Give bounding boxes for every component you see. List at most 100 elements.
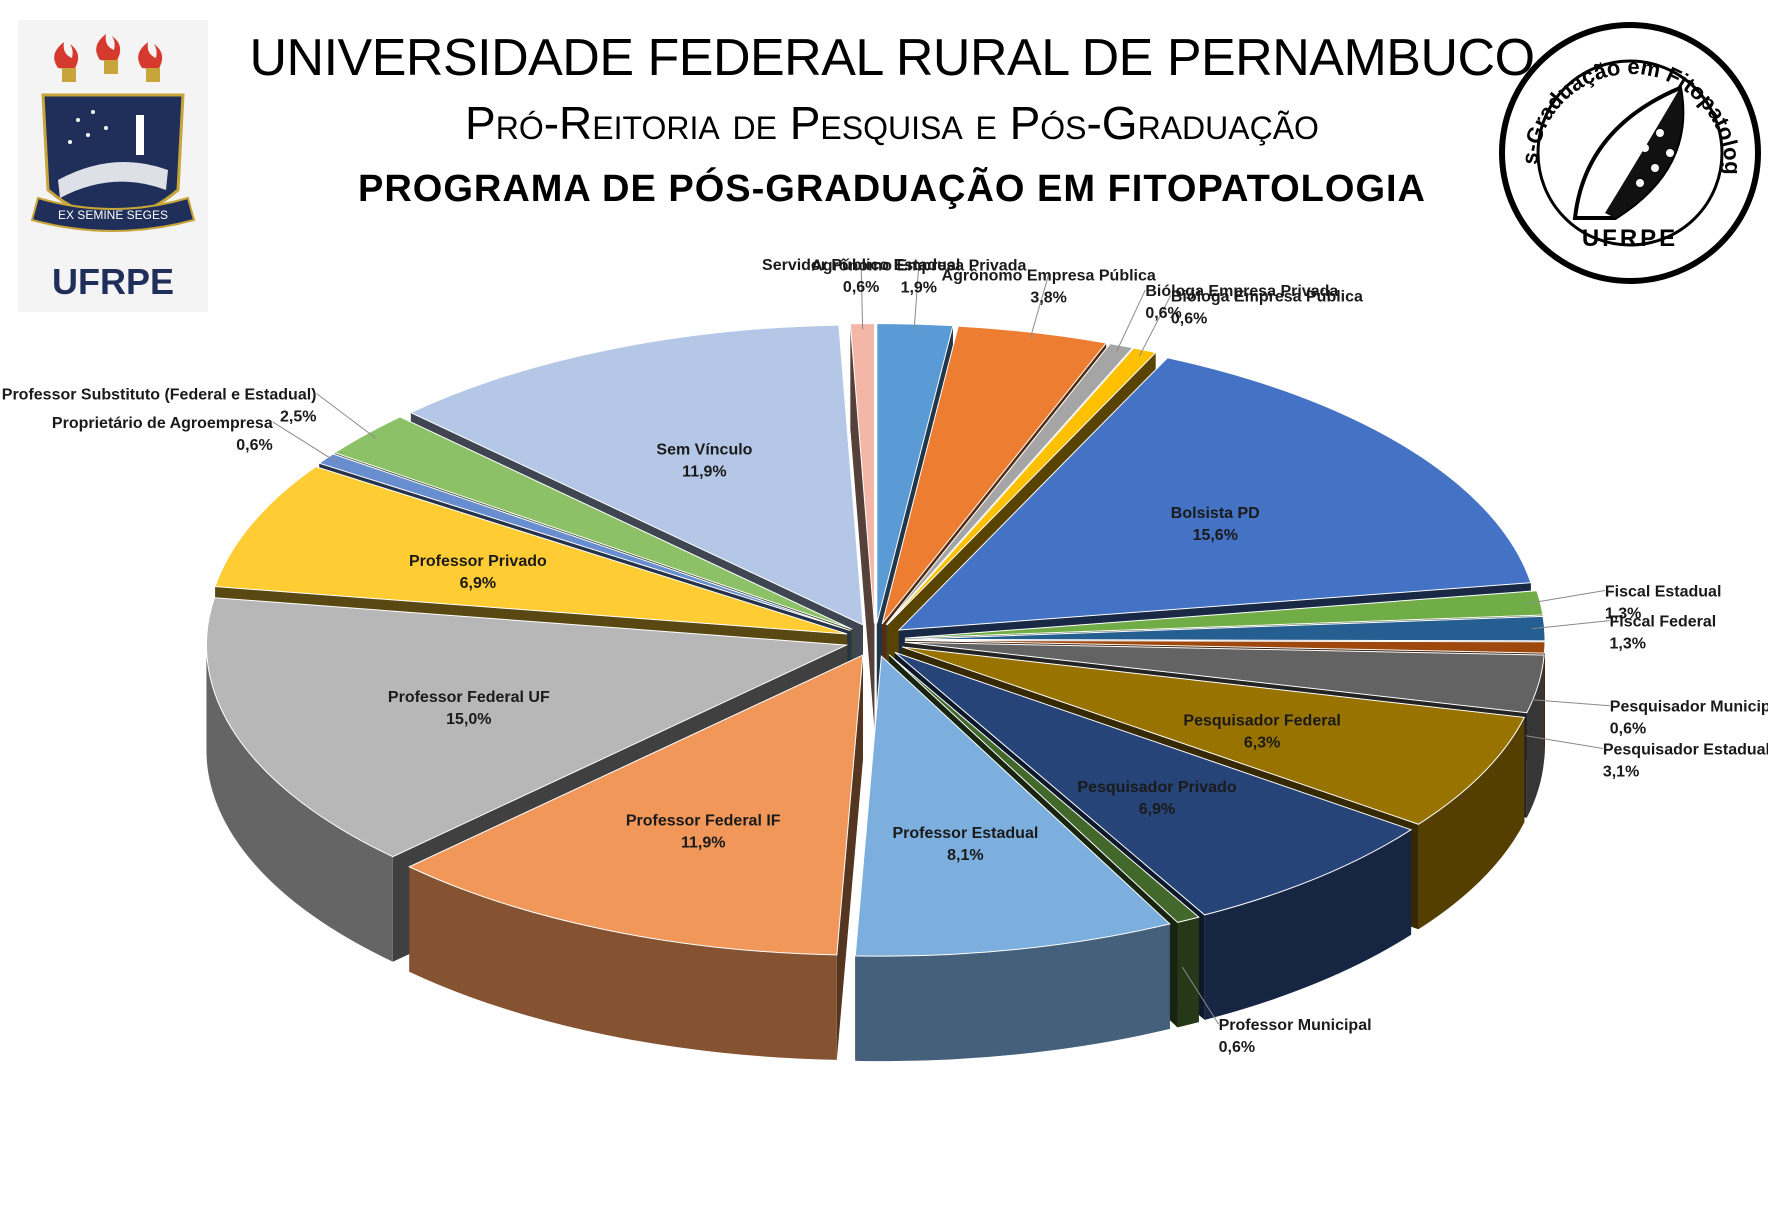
pie-slice-professor-estadual [854,655,1171,1062]
leader-line-pesquisador-municipal [1531,699,1610,707]
pie-slice-top [214,466,848,635]
slice-value-fiscal-federal: 1,3% [1610,636,1646,653]
slice-name-bolsista-pd: Bolsista PD [1171,505,1260,522]
slice-name-pesquisador-estadual: Pesquisador Estadual [1603,742,1768,759]
data-label-proprietario-de-agroempresa: Proprietário de Agroempresa 0,6% [52,415,273,454]
pie-slice-top [902,646,1526,825]
pie-slice-top [904,615,1546,642]
slice-name-professor-federal-uf: Professor Federal UF [388,689,550,706]
slice-name-fiscal-estadual: Fiscal Estadual [1605,584,1722,601]
pie-slice-wall [850,323,875,729]
slice-value-sem-vinculo: 11,9% [682,463,726,480]
ufrpe-crest-logo: EX SEMINE SEGES UFRPE [18,20,208,312]
data-label-professor-privado: Professor Privado 6,9% [409,553,547,592]
data-label-biologa-empresa-publica: Bióloga Empresa Pública 0,6% [1171,288,1363,327]
pie-slice-side [206,645,393,962]
slice-name-professor-substituto-federal-e-estadual: Professor Substituto (Federal e Estadual… [2,386,317,403]
slice-name-professor-municipal: Professor Municipal [1219,1017,1372,1034]
pie-slice-side [1526,655,1545,818]
data-label-pesquisador-federal: Pesquisador Federal 6,3% [1183,712,1340,751]
slice-name-servidor-publico-estadual: Servidor Público Estadual [762,257,960,274]
data-label-fiscal-estadual: Fiscal Estadual 1,3% [1605,584,1722,623]
slice-value-servidor-publico-estadual: 0,6% [843,279,879,296]
data-label-professor-estadual: Professor Estadual 8,1% [892,825,1038,864]
pie-slice-side [409,866,837,1060]
slice-name-professor-federal-if: Professor Federal IF [626,812,781,829]
slice-name-professor-privado: Professor Privado [409,553,547,570]
slice-name-agronomo-empresa-publica: Agrônomo Empresa Pública [942,267,1156,284]
pie-slice-side [1418,717,1525,930]
pie-slice-top [333,416,853,630]
slice-value-fiscal-estadual: 1,3% [1605,606,1641,623]
data-label-biologa-empresa-privada: Bióloga Empresa Privada 0,6% [1145,283,1338,322]
slice-value-professor-municipal: 0,6% [1219,1039,1255,1056]
pie-slice-top [904,641,1545,714]
slice-name-professor-estadual: Professor Estadual [892,825,1038,842]
data-label-pesquisador-estadual: Pesquisador Estadual 3,1% [1603,742,1768,781]
pie-slice-side [1177,917,1199,1028]
leader-line-agronomo-empresa-publica [1029,274,1050,339]
pie-slice-professor-federal-if [408,654,864,1060]
slice-value-pesquisador-federal: 6,3% [1244,734,1280,751]
slice-name-pesquisador-federal: Pesquisador Federal [1183,712,1340,729]
slice-value-agronomo-empresa-privada: 1,9% [901,280,937,297]
leader-line-professor-municipal [1181,966,1220,1025]
leader-line-agronomo-empresa-privada [913,264,920,331]
slice-name-fiscal-federal: Fiscal Federal [1610,614,1717,631]
leader-line-biologa-empresa-privada [1116,289,1146,352]
slice-name-proprietario-de-agroempresa: Proprietário de Agroempresa [52,415,273,432]
data-label-professor-municipal: Professor Municipal 0,6% [1219,1017,1372,1056]
data-label-professor-substituto-federal-e-estadual: Professor Substituto (Federal e Estadual… [2,386,317,425]
slice-value-bolsista-pd: 15,6% [1193,527,1238,544]
fitopatologia-program-logo: Pós-Graduação em Fitopatologia UFRPE [1495,18,1761,284]
pie-slice-side [1204,829,1412,1020]
pie-slice-top [881,325,1108,625]
slice-value-agronomo-empresa-publica: 3,8% [1030,289,1066,306]
data-label-agronomo-empresa-privada: Agrônomo Empresa Privada 1,9% [811,258,1026,297]
data-label-bolsista-pd: Bolsista PD 15,6% [1171,505,1260,544]
pie-slice-top [854,655,1171,957]
pie-slice-top [409,324,864,626]
leader-line-fiscal-estadual [1527,590,1605,605]
data-label-servidor-publico-estadual: Servidor Público Estadual 0,6% [762,257,960,296]
pie-slice-top [318,453,851,632]
leader-line-pesquisador-estadual [1525,735,1603,750]
slice-value-biologa-empresa-publica: 0,6% [1171,310,1207,327]
slice-value-biologa-empresa-privada: 0,6% [1145,305,1181,322]
slice-name-pesquisador-privado: Pesquisador Privado [1077,779,1236,796]
university-title: UNIVERSIDADE FEDERAL RURAL DE PERNAMBUCO [249,29,1535,87]
slice-name-pesquisador-municipal: Pesquisador Municipal [1610,699,1768,716]
pie-slice-top [904,590,1544,639]
data-label-agronomo-empresa-publica: Agrônomo Empresa Pública 3,8% [942,267,1156,306]
slice-value-professor-privado: 6,9% [460,575,496,592]
slice-name-biologa-empresa-publica: Bióloga Empresa Pública [1171,288,1363,305]
data-label-fiscal-federal: Fiscal Federal 1,3% [1610,614,1717,653]
pie-slice-side [855,923,1170,1062]
data-label-pesquisador-municipal: Pesquisador Municipal 0,6% [1610,699,1768,738]
slice-value-professor-federal-uf: 15,0% [446,711,491,728]
leader-line-professor-substituto-federal-e-estadual [316,393,376,439]
pie-slice-top [894,651,1413,916]
pie-slice-side [1544,641,1545,759]
logo-right-name: UFRPE [1582,225,1678,252]
slice-value-pesquisador-municipal: 0,6% [1610,721,1646,738]
pie-slice-top [205,597,849,858]
leader-line-biologa-empresa-publica [1139,295,1172,356]
data-label-professor-federal-uf: Professor Federal UF 15,0% [388,689,550,728]
slice-value-professor-substituto-federal-e-estadual: 2,5% [280,408,316,425]
program-title: PROGRAMA DE PÓS-GRADUAÇÃO EM FITOPATOLOG… [357,168,1427,210]
pie-slice-top [408,654,864,956]
slice-name-biologa-empresa-privada: Bióloga Empresa Privada [1145,283,1338,300]
slice-name-sem-vinculo: Sem Vínculo [656,441,752,458]
leader-line-fiscal-federal [1531,620,1610,630]
pie-slice-top [886,347,1157,626]
pro-rectory-title: Pró-Reitoria de Pesquisa e Pós-Graduação [465,97,1319,149]
crest-name: UFRPE [52,261,174,302]
slice-value-proprietario-de-agroempresa: 0,6% [236,437,272,454]
data-label-pesquisador-privado: Pesquisador Privado 6,9% [1077,779,1236,818]
leader-line-proprietario-de-agroempresa [272,421,337,463]
pie-slice-top [888,654,1200,923]
data-label-sem-vinculo: Sem Vínculo 11,9% [656,441,752,480]
slice-value-pesquisador-estadual: 3,1% [1603,764,1639,781]
